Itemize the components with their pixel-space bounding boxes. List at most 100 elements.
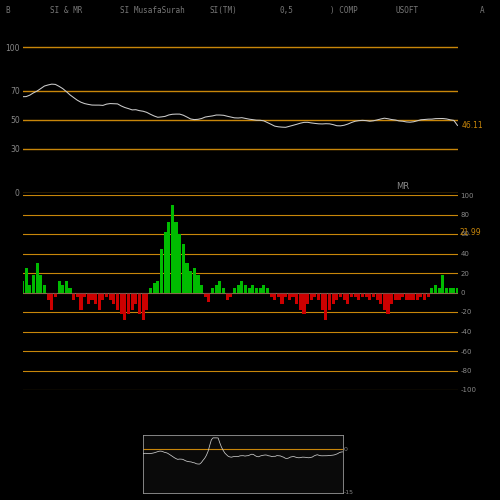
Bar [76, 292, 79, 298]
Bar [336, 292, 338, 300]
Bar [145, 292, 148, 310]
Bar [138, 292, 141, 314]
Bar [233, 288, 236, 292]
Bar [102, 292, 104, 300]
Bar [372, 292, 375, 298]
Bar [288, 292, 291, 300]
Bar [262, 284, 266, 292]
Bar [236, 284, 240, 292]
Bar [292, 292, 294, 298]
Bar [270, 292, 272, 298]
Text: SI MusafaSurah: SI MusafaSurah [120, 6, 185, 15]
Bar [251, 284, 254, 292]
Bar [328, 292, 331, 310]
Bar [21, 281, 24, 292]
Text: USOFT: USOFT [395, 6, 418, 15]
Bar [83, 292, 86, 298]
Bar [164, 232, 166, 292]
Bar [218, 281, 222, 292]
Bar [178, 234, 181, 292]
Bar [36, 263, 38, 292]
Bar [299, 292, 302, 310]
Text: 21.99: 21.99 [460, 228, 481, 236]
Bar [61, 284, 64, 292]
Bar [438, 288, 441, 292]
Bar [420, 292, 422, 298]
Bar [86, 292, 90, 304]
Bar [39, 275, 42, 292]
Bar [342, 292, 345, 300]
Bar [208, 292, 210, 302]
Bar [280, 292, 283, 304]
Bar [94, 292, 97, 304]
Text: B: B [5, 6, 10, 15]
Bar [160, 248, 163, 292]
Bar [314, 292, 316, 298]
Bar [43, 284, 46, 292]
Bar [383, 292, 386, 310]
Bar [445, 288, 448, 292]
Bar [401, 292, 404, 298]
Bar [364, 292, 368, 298]
Bar [416, 292, 419, 300]
Bar [182, 244, 185, 292]
Bar [302, 292, 306, 314]
Bar [284, 292, 287, 298]
Bar [142, 292, 144, 320]
Bar [167, 222, 170, 292]
Bar [398, 292, 400, 300]
Bar [390, 292, 394, 304]
Bar [171, 205, 174, 292]
Bar [386, 292, 390, 314]
Bar [124, 292, 126, 320]
Bar [320, 292, 324, 310]
Bar [54, 292, 57, 298]
Bar [324, 292, 328, 320]
Bar [295, 292, 298, 304]
Bar [357, 292, 360, 300]
Bar [273, 292, 276, 300]
Bar [156, 281, 160, 292]
Bar [72, 292, 75, 300]
Bar [222, 288, 225, 292]
Bar [423, 292, 426, 300]
Bar [127, 292, 130, 314]
Bar [108, 292, 112, 300]
Bar [332, 292, 335, 304]
Text: MR: MR [396, 182, 409, 191]
Bar [430, 288, 434, 292]
Bar [28, 284, 32, 292]
Bar [456, 288, 459, 292]
Text: A: A [480, 6, 484, 15]
Bar [130, 292, 134, 310]
Bar [306, 292, 309, 304]
Text: SI & MR: SI & MR [50, 6, 82, 15]
Bar [200, 284, 203, 292]
Bar [317, 292, 320, 300]
Text: SI(TM): SI(TM) [210, 6, 238, 15]
Text: 0,5: 0,5 [280, 6, 294, 15]
Bar [65, 281, 68, 292]
Bar [50, 292, 53, 310]
Bar [211, 288, 214, 292]
Bar [204, 292, 207, 298]
Text: ) COMP: ) COMP [330, 6, 358, 15]
Bar [379, 292, 382, 304]
Bar [354, 292, 356, 298]
Bar [448, 288, 452, 292]
Bar [214, 284, 218, 292]
Bar [361, 292, 364, 298]
Text: 46.11: 46.11 [462, 121, 483, 130]
Bar [152, 283, 156, 292]
Bar [426, 292, 430, 298]
Bar [412, 292, 415, 300]
Bar [255, 288, 258, 292]
Bar [112, 292, 116, 304]
Bar [240, 281, 244, 292]
Bar [339, 292, 342, 298]
Bar [105, 292, 108, 298]
Bar [434, 284, 437, 292]
Bar [174, 222, 178, 292]
Bar [116, 292, 119, 310]
Bar [226, 292, 229, 300]
